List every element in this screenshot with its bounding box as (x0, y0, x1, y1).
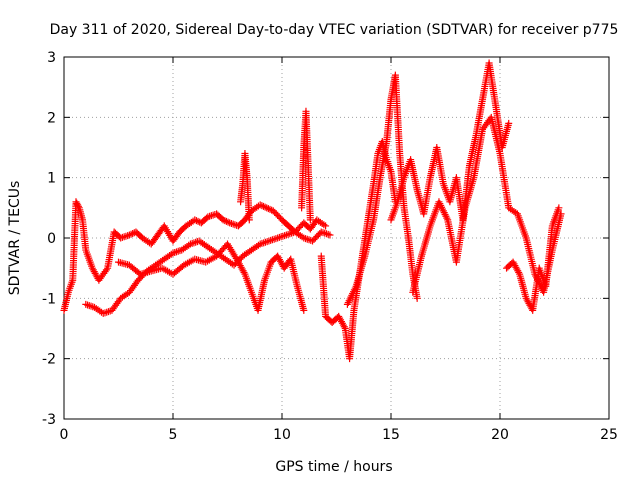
data-point (224, 218, 232, 226)
x-tick-label: 5 (169, 427, 178, 443)
x-tick-label: 10 (273, 427, 291, 443)
y-tick-label: -1 (42, 291, 56, 307)
y-tick-label: -3 (42, 412, 56, 428)
grid (64, 57, 609, 419)
series-trace-g (409, 113, 565, 296)
data-point (256, 201, 264, 209)
data-point (258, 202, 266, 210)
series-trace-d (317, 137, 399, 363)
data-point (127, 230, 135, 238)
data-point (413, 294, 421, 302)
data-point (74, 201, 82, 209)
data-point (222, 217, 230, 225)
data-point (306, 216, 314, 224)
y-tick-label: -2 (42, 352, 56, 368)
series-trace-a (60, 198, 330, 314)
series-trace-e (343, 71, 421, 308)
data-point (245, 216, 253, 224)
data-point (221, 217, 229, 225)
data-point (340, 323, 348, 331)
x-tick-label: 20 (491, 427, 509, 443)
data-point (125, 231, 133, 239)
data-point (259, 202, 267, 210)
x-tick-label: 15 (382, 427, 400, 443)
x-axis-label: GPS time / hours (275, 459, 392, 475)
y-tick-label: 0 (47, 231, 56, 247)
series-spike-11 (298, 107, 314, 224)
y-tick-label: 1 (47, 171, 56, 187)
data-point (515, 268, 523, 276)
data-point (74, 202, 82, 210)
data-point (322, 222, 330, 230)
data-marks (60, 59, 565, 363)
x-tick-label: 0 (60, 427, 69, 443)
chart-title: Day 311 of 2020, Sidereal Day-to-day VTE… (50, 22, 619, 38)
data-point (240, 268, 248, 276)
data-point (555, 204, 563, 212)
data-point (266, 205, 274, 213)
data-point (73, 199, 81, 207)
data-point (72, 198, 80, 206)
data-point (192, 217, 200, 225)
data-point (191, 216, 199, 224)
axis-ticks: 0 5 10 15 20 25 -3 -2 -1 0 1 2 3 (42, 50, 618, 443)
data-point (102, 266, 110, 274)
data-point (261, 203, 269, 211)
y-tick-label: 2 (47, 110, 56, 126)
y-tick-label: 3 (47, 50, 56, 66)
data-point (263, 204, 271, 212)
data-point (326, 231, 334, 239)
data-point (219, 216, 227, 224)
data-point (505, 119, 513, 127)
series-spike-8 (237, 150, 253, 224)
series-trace-c (115, 240, 308, 314)
data-point (300, 306, 308, 314)
data-point (264, 205, 272, 213)
series-trace-h (503, 204, 563, 314)
y-axis-label: SDTVAR / TECUs (7, 181, 23, 296)
x-tick-label: 25 (600, 427, 618, 443)
